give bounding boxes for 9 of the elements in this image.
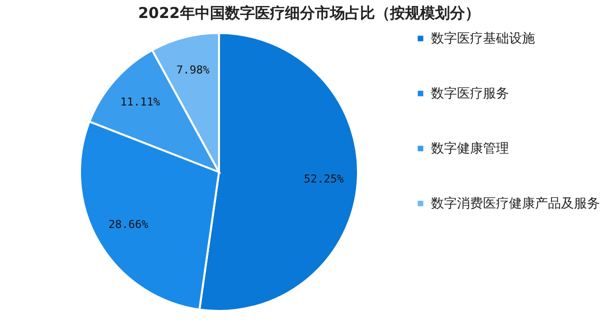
data-label: 52.25% [304,172,344,186]
legend-label: 数字医疗服务 [431,86,509,102]
legend-label: 数字健康管理 [431,140,509,156]
chart-title: 2022年中国数字医疗细分市场占比（按规模划分） [138,4,480,22]
data-label: 11.11% [120,96,160,109]
legend-label: 数字医疗基础设施 [431,30,535,46]
data-label: 28.66% [108,218,149,231]
legend-label: 数字消费医疗健康产品及服务 [431,196,600,212]
data-label: 7.98% [176,63,210,76]
